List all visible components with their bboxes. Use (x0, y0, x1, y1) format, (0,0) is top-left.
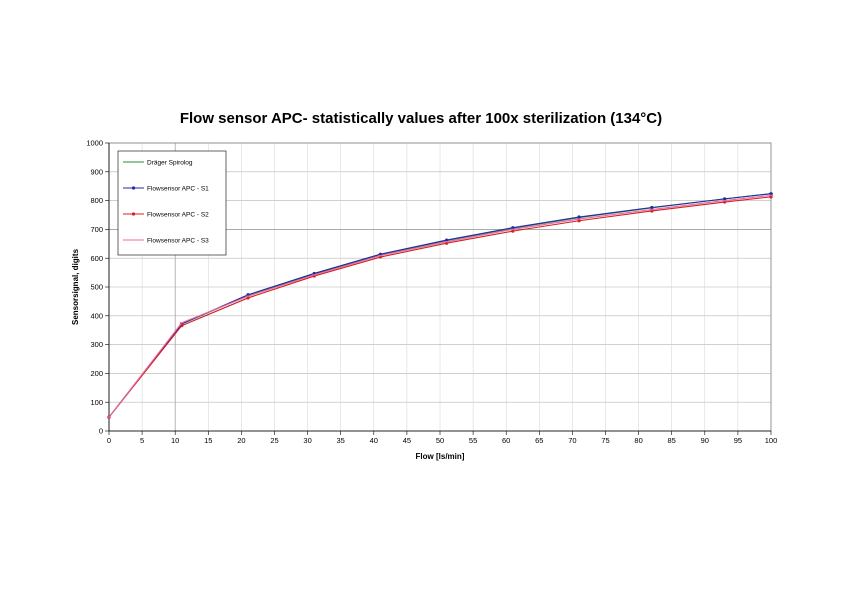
x-tick-label: 80 (634, 436, 642, 445)
y-tick-label: 900 (90, 167, 103, 176)
legend: Dräger Spirolog Flowsensor APC - S1 Flowse… (117, 150, 227, 256)
legend-box (117, 150, 227, 256)
series-lines (107, 192, 773, 419)
x-tick-label: 95 (734, 436, 742, 445)
series-4 (107, 194, 773, 418)
data-point (577, 215, 581, 219)
legend-marker (131, 186, 136, 190)
x-axis-title: Flow [ls/min] (416, 452, 465, 461)
data-point (769, 192, 773, 196)
x-tick-label: 35 (337, 436, 345, 445)
y-tick-label: 0 (99, 427, 103, 436)
x-tick-label: 70 (568, 436, 576, 445)
axes: 0 100 200 300 400 500 600 700 800 900 1000 0 5 10 15 20… (86, 139, 777, 445)
data-point (246, 296, 250, 300)
y-tick-label: 1000 (86, 139, 103, 148)
x-tick-label: 25 (270, 436, 278, 445)
x-tick-label: 45 (403, 436, 411, 445)
x-tick-label: 50 (436, 436, 444, 445)
x-tick-label: 85 (668, 436, 676, 445)
chart-title: Flow sensor APC- statistically values af… (179, 110, 663, 127)
data-point (511, 229, 515, 233)
data-point (445, 238, 449, 242)
y-axis-title: Sensorsignal, digits (71, 248, 80, 325)
x-tick-label: 100 (765, 436, 778, 445)
y-tick-label: 300 (90, 340, 103, 349)
x-tick-label: 65 (535, 436, 543, 445)
data-point (723, 197, 727, 201)
y-tick-label: 600 (90, 254, 103, 263)
x-tick-label: 0 (107, 436, 111, 445)
x-tick-label: 30 (303, 436, 311, 445)
y-tick-label: 200 (90, 369, 103, 378)
x-tick-label: 20 (237, 436, 245, 445)
data-point (511, 226, 515, 230)
y-tick-label: 500 (90, 283, 103, 292)
legend-item: Flowsensor APC - S2 (123, 211, 209, 218)
x-tick-label: 75 (601, 436, 609, 445)
legend-marker (131, 212, 136, 216)
y-tick-label: 700 (90, 225, 103, 234)
legend-item: Flowsensor APC - S3 (123, 237, 209, 244)
y-tick-label: 400 (90, 311, 103, 320)
legend-label: Flowsensor APC - S2 (147, 211, 209, 218)
legend-label: Dräger Spirolog (147, 159, 193, 166)
legend-item: Dräger Spirolog (123, 159, 193, 166)
y-tick-label: 800 (90, 196, 103, 205)
x-tick-label: 40 (370, 436, 378, 445)
x-tick-label: 15 (204, 436, 212, 445)
legend-label: Flowsensor APC - S1 (147, 185, 209, 192)
x-tick-label: 55 (469, 436, 477, 445)
x-tick-label: 90 (701, 436, 709, 445)
data-point (180, 323, 184, 328)
legend-item: Flowsensor APC - S1 (123, 185, 209, 192)
data-point (650, 205, 654, 210)
y-tick-label: 100 (90, 398, 103, 407)
data-point (577, 219, 581, 223)
x-tick-label: 10 (171, 436, 179, 445)
x-tick-label: 60 (502, 436, 510, 445)
legend-label: Flowsensor APC - S3 (147, 237, 209, 244)
x-tick-label: 5 (140, 436, 144, 445)
